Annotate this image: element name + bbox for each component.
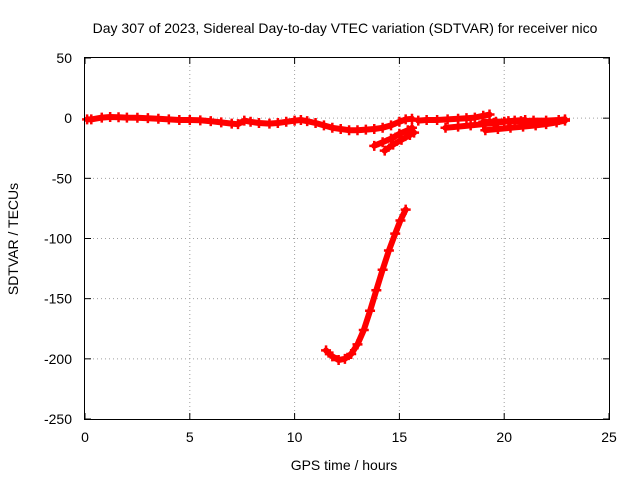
data-point [344,125,355,136]
data-point [163,114,174,125]
data-point [321,345,332,356]
data-point [484,109,495,120]
data-point [528,115,539,126]
data-point [421,114,432,125]
data-point [195,115,206,126]
data-point [377,122,388,133]
data-point [409,127,420,138]
data-point [86,114,97,125]
data-point [377,264,388,275]
data-point [480,125,491,136]
data-point [369,123,380,134]
data-point [442,114,453,125]
data-point [461,113,472,124]
data-point [142,113,153,124]
data-point [478,116,489,127]
data-point [105,111,116,122]
data-point [453,121,464,132]
x-tick-label: 0 [81,429,89,445]
axis-ticks: 0 5 10 15 20 25 50 0 -50 -100 -150 -200 -250 [44,50,617,445]
data-point [406,113,417,124]
data-point [432,114,443,125]
data-point [281,116,292,127]
data-point [490,116,501,127]
grid-layer [85,58,609,419]
series-trace [323,206,409,363]
data-point [352,339,363,350]
data-point [541,115,552,126]
data-point [352,125,363,136]
data-point [264,118,275,129]
x-tick-label: 25 [601,429,617,445]
data-point [377,137,388,148]
y-tick-label: 0 [64,110,72,126]
x-tick-label: 10 [287,429,303,445]
data-point [339,353,350,364]
data-point [369,140,380,151]
y-tick-label: 50 [56,50,72,66]
data-point [205,116,216,127]
y-tick-label: -250 [44,411,72,427]
data-point [383,245,394,256]
data-point [233,119,244,130]
data-point [386,120,397,131]
y-tick-label: -200 [44,351,72,367]
x-tick-label: 20 [496,429,512,445]
data-point [302,116,313,127]
data-point [400,204,411,215]
data-point [245,116,256,127]
data-points [82,109,570,366]
data-point [113,112,124,123]
data-point [371,285,382,296]
data-point [394,128,405,139]
data-point [386,133,397,144]
data-point [379,145,390,156]
data-point [360,124,371,135]
y-tick-label: -150 [44,291,72,307]
data-point [515,116,526,127]
data-point [153,113,164,124]
chart-title: Day 307 of 2023, Sidereal Day-to-day VTE… [93,20,598,36]
data-point [503,116,514,127]
data-point [318,120,329,131]
y-tick-label: -100 [44,231,72,247]
data-point [469,112,480,123]
data-point [390,228,401,239]
data-point [272,117,283,128]
data-point [365,305,376,316]
data-point [388,139,399,150]
data-point [121,112,132,123]
data-point [346,349,357,360]
data-point [505,122,516,133]
data-point [174,114,185,125]
data-point [327,351,338,362]
data-point [394,116,405,127]
data-point [335,123,346,134]
x-tick-label: 15 [392,429,408,445]
data-point [358,324,369,335]
data-point [465,120,476,131]
data-point [132,112,143,123]
data-point [96,112,107,123]
data-point [559,114,570,125]
data-point [413,115,424,126]
data-point [396,134,407,145]
y-axis-label: SDTVAR / TECUs [5,183,21,295]
x-axis-label: GPS time / hours [291,457,398,473]
data-point [216,117,227,128]
x-tick-label: 5 [186,429,194,445]
data-point [184,114,195,125]
y-tick-label: -50 [52,170,72,186]
data-point [310,117,321,128]
data-point [492,123,503,134]
data-point [327,122,338,133]
data-point [395,215,406,226]
data-point [440,122,451,133]
plot-frame [84,57,610,420]
data-point [253,117,264,128]
